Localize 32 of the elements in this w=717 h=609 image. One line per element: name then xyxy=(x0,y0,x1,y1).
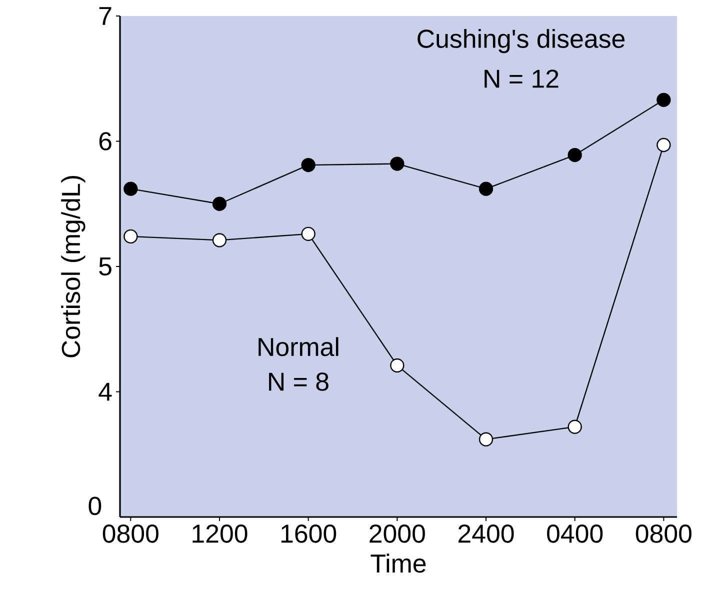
point xyxy=(478,432,494,446)
x-tick-label: 0800 xyxy=(636,524,692,543)
x-tick-label: 1200 xyxy=(192,524,248,543)
point xyxy=(124,182,138,196)
x-tick-label: 2400 xyxy=(458,524,514,543)
series-label: Normal xyxy=(258,337,338,356)
point xyxy=(301,158,316,172)
point xyxy=(478,182,494,196)
point xyxy=(656,138,671,152)
point xyxy=(212,233,227,248)
annotation: N = 12 xyxy=(484,70,558,88)
y-tick-label: 6 xyxy=(99,132,112,150)
point xyxy=(390,358,404,373)
x-tick-label: 0400 xyxy=(547,524,603,543)
y-tick-label: 7 xyxy=(99,7,112,25)
point xyxy=(212,196,227,211)
point xyxy=(301,226,316,242)
text: 0 xyxy=(88,496,102,516)
point xyxy=(568,148,582,162)
x-axis-title: Time xyxy=(370,554,426,573)
annotation: N = 8 xyxy=(269,372,328,391)
x-tick-label: 2000 xyxy=(370,524,425,543)
x-tick-label: 1600 xyxy=(281,524,336,543)
point xyxy=(568,420,582,434)
point xyxy=(656,92,671,107)
y-tick-label: 4 xyxy=(98,382,112,401)
x-tick-label: 0800 xyxy=(102,524,158,543)
point xyxy=(390,156,404,171)
point xyxy=(124,229,138,244)
y-tick-label: 5 xyxy=(99,257,112,276)
text: Cushing's disease xyxy=(418,28,625,54)
y-axis-title: Cortisol (mg/dL) xyxy=(61,176,86,358)
